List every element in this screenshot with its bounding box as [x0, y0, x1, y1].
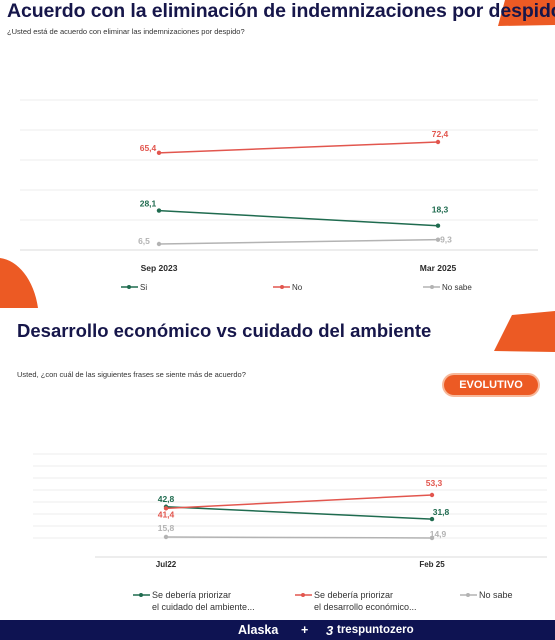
chart2-plot: 15,8 14,9 42,8 31,8 41,4 53,3 Jul22 Feb 25 Se…	[33, 453, 547, 612]
chart1-series-0-point-0	[156, 208, 162, 213]
chart2-question: Usted, ¿con cuál de las siguientes frase…	[17, 370, 246, 379]
chart2-series-0-label-1: 31,8	[433, 507, 450, 517]
top-right-orange-shape	[498, 0, 555, 26]
footer-plus: +	[301, 623, 309, 637]
evolutivo-badge: EVOLUTIVO	[444, 375, 538, 395]
chart1-series-2-point-0	[156, 241, 162, 247]
chart2-legend: Se debería priorizar el cuidado del ambi…	[133, 590, 513, 612]
chart2-legend-desarrollo-line1: Se debería priorizar	[314, 590, 393, 600]
chart1-question: ¿Usted está de acuerdo con eliminar las …	[7, 27, 245, 36]
chart2-series-0-label-0: 42,8	[158, 494, 175, 504]
chart1-legend-si: Si	[121, 283, 147, 292]
chart1-series-2-point-1	[435, 237, 441, 242]
chart2-series-2-label-0: 15,8	[158, 523, 175, 533]
footer-bar: Alaska + 3 trespuntozero	[0, 620, 555, 640]
chart1-legend-no-label: No	[292, 283, 303, 292]
chart1-series-2-label-1: 9,3	[440, 235, 452, 245]
chart2-legend-ambiente-line2: el cuidado del ambiente...	[152, 602, 255, 612]
chart2-xtick-1: Feb 25	[419, 560, 445, 569]
chart2-series-2-label-1: 14,9	[430, 529, 447, 539]
chart2-series-2-point-0	[163, 534, 169, 540]
chart1-series-0-label-1: 18,3	[432, 205, 449, 215]
chart2-series-1-label-1: 53,3	[426, 478, 443, 488]
chart1-series-0-label-0: 28,1	[140, 199, 157, 209]
chart2-series-2-point-1	[429, 535, 435, 541]
chart2-legend-ambiente: Se debería priorizar el cuidado del ambi…	[133, 590, 255, 612]
footer-brand-trespuntozero: trespuntozero	[337, 624, 414, 636]
chart2-grid	[33, 453, 547, 558]
chart2-series-1-label-0: 41,4	[158, 509, 175, 519]
footer-brand-alaska: Alaska	[238, 623, 279, 637]
chart2-legend-desarrollo-line2: el desarrollo económico...	[314, 602, 417, 612]
chart1-series-1-point-1	[435, 139, 441, 145]
chart1-legend-nosabe: No sabe	[423, 283, 472, 292]
chart1-plot: 6,5 9,3 28,1 18,3 65,4 72,4 Sep 2023 Mar 2025…	[20, 99, 538, 292]
chart2-xtick-0: Jul22	[156, 560, 177, 569]
chart1-legend: Si No No sabe	[121, 283, 472, 292]
chart1-xtick-0: Sep 2023	[141, 263, 178, 273]
chart2-series-1-point-1	[429, 492, 435, 498]
chart2-series-0-line	[165, 506, 433, 520]
chart2-series-2-line	[165, 536, 433, 539]
chart1-series-1-label-0: 65,4	[140, 143, 157, 153]
chart2-series-1-line	[165, 494, 433, 510]
chart2-series-1-point-0	[163, 506, 169, 511]
chart1-series-1-line	[158, 141, 439, 154]
chart2-legend-desarrollo: Se debería priorizar el desarrollo econó…	[295, 590, 417, 612]
chart1-series-0-line	[158, 209, 439, 227]
chart1-series-1-point-0	[156, 150, 162, 156]
chart1-title: Acuerdo con la eliminación de indemnizac…	[7, 0, 555, 22]
chart1-series-2-line	[158, 238, 439, 245]
chart2-series-0-point-1	[429, 516, 435, 522]
chart1-xtick-1: Mar 2025	[420, 263, 457, 273]
footer-brand-logo-mark: 3	[326, 623, 334, 638]
chart1-legend-no: No	[273, 283, 303, 292]
chart2-legend-nosabe-label: No sabe	[479, 590, 513, 600]
chart2-legend-ambiente-line1: Se debería priorizar	[152, 590, 231, 600]
chart1-series-1-label-1: 72,4	[432, 129, 449, 139]
chart1-legend-si-label: Si	[140, 283, 147, 292]
chart2-legend-nosabe: No sabe	[460, 590, 513, 600]
chart1-series-0-point-1	[435, 223, 441, 228]
chart1-grid	[20, 99, 538, 251]
left-orange-shape	[0, 258, 38, 308]
chart1-series-2-label-0: 6,5	[138, 236, 150, 246]
chart2-title: Desarrollo económico vs cuidado del ambi…	[17, 320, 432, 341]
right-orange-shape	[494, 311, 555, 352]
chart1-legend-nosabe-label: No sabe	[442, 283, 472, 292]
